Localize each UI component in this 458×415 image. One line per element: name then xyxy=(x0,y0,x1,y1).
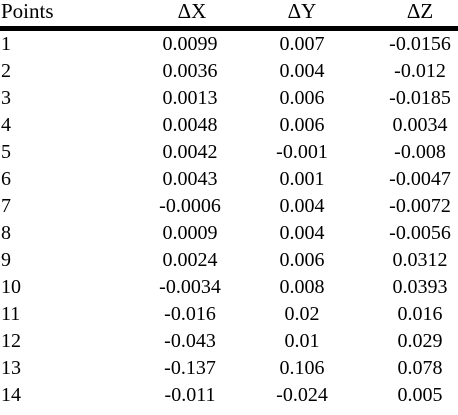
header-rule xyxy=(0,26,458,31)
cell-delta-z: 0.078 xyxy=(397,357,443,379)
cell-point: 5 xyxy=(1,141,11,163)
cell-delta-y: 0.001 xyxy=(279,168,325,190)
data-table: Points ΔX ΔY ΔZ 1 0.0099 0.007 -0.0156 2 0.00… xyxy=(0,0,458,406)
cell-point: 13 xyxy=(1,357,21,379)
table-row: 1 0.0099 0.007 -0.0156 xyxy=(0,31,458,58)
cell-point: 10 xyxy=(1,276,21,298)
cell-delta-z: 0.0034 xyxy=(392,114,448,136)
cell-delta-x: 0.0009 xyxy=(162,222,218,244)
cell-point: 6 xyxy=(1,168,11,190)
header-delta-y: ΔY xyxy=(287,0,317,23)
cell-point: 11 xyxy=(1,303,21,325)
cell-delta-y: 0.006 xyxy=(279,87,325,109)
table-row: 8 0.0009 0.004 -0.0056 xyxy=(0,220,458,247)
cell-delta-z: 0.016 xyxy=(397,303,443,325)
cell-delta-x: 0.0036 xyxy=(162,60,218,82)
cell-delta-z: 0.0393 xyxy=(392,276,448,298)
table-row: 11 -0.016 0.02 0.016 xyxy=(0,301,458,328)
cell-delta-x: -0.043 xyxy=(164,330,216,352)
cell-delta-z: 0.005 xyxy=(397,384,443,406)
cell-delta-z: 0.029 xyxy=(397,330,443,352)
cell-delta-x: -0.0006 xyxy=(159,195,221,217)
table-row: 14 -0.011 -0.024 0.005 xyxy=(0,382,458,409)
cell-delta-z: 0.0312 xyxy=(392,249,448,271)
table-header: Points ΔX ΔY ΔZ xyxy=(0,0,458,26)
cell-delta-z: -0.0185 xyxy=(389,87,451,109)
cell-point: 7 xyxy=(1,195,11,217)
cell-delta-z: -0.0156 xyxy=(389,33,451,55)
cell-point: 3 xyxy=(1,87,11,109)
cell-point: 1 xyxy=(1,33,11,55)
header-delta-z: ΔZ xyxy=(406,0,434,23)
table-row: 5 0.0042 -0.001 -0.008 xyxy=(0,139,458,166)
cell-delta-y: 0.01 xyxy=(284,330,320,352)
cell-delta-z: -0.0047 xyxy=(389,168,451,190)
cell-delta-y: 0.02 xyxy=(284,303,320,325)
cell-delta-y: 0.004 xyxy=(279,195,325,217)
cell-delta-x: -0.137 xyxy=(164,357,216,379)
table-row: 10 -0.0034 0.008 0.0393 xyxy=(0,274,458,301)
cell-delta-z: -0.0072 xyxy=(389,195,451,217)
cell-delta-y: -0.001 xyxy=(276,141,328,163)
cell-delta-x: -0.011 xyxy=(164,384,216,406)
cell-delta-x: 0.0042 xyxy=(162,141,218,163)
cell-delta-x: -0.0034 xyxy=(159,276,221,298)
cell-delta-z: -0.012 xyxy=(394,60,446,82)
cell-delta-y: 0.008 xyxy=(279,276,325,298)
cell-delta-x: 0.0043 xyxy=(162,168,218,190)
table-row: 3 0.0013 0.006 -0.0185 xyxy=(0,85,458,112)
header-delta-x: ΔX xyxy=(177,0,207,23)
cell-point: 14 xyxy=(1,384,21,406)
table-row: 9 0.0024 0.006 0.0312 xyxy=(0,247,458,274)
cell-point: 8 xyxy=(1,222,11,244)
table-row: 13 -0.137 0.106 0.078 xyxy=(0,355,458,382)
cell-delta-y: 0.006 xyxy=(279,114,325,136)
cell-point: 9 xyxy=(1,249,11,271)
cell-delta-x: 0.0099 xyxy=(162,33,218,55)
table-row: 4 0.0048 0.006 0.0034 xyxy=(0,112,458,139)
cell-point: 2 xyxy=(1,60,11,82)
cell-point: 12 xyxy=(1,330,21,352)
cell-delta-y: 0.004 xyxy=(279,60,325,82)
header-points: Points xyxy=(1,0,54,23)
cell-delta-y: -0.024 xyxy=(276,384,328,406)
cell-delta-x: 0.0048 xyxy=(162,114,218,136)
cell-delta-y: 0.004 xyxy=(279,222,325,244)
table-row: 12 -0.043 0.01 0.029 xyxy=(0,328,458,355)
cell-delta-y: 0.007 xyxy=(279,33,325,55)
cell-delta-z: -0.008 xyxy=(394,141,446,163)
cell-delta-y: 0.006 xyxy=(279,249,325,271)
table-body: 1 0.0099 0.007 -0.0156 2 0.0036 0.004 -0.012 3 0.… xyxy=(0,31,458,409)
cell-delta-x: 0.0024 xyxy=(162,249,218,271)
table-row: 2 0.0036 0.004 -0.012 xyxy=(0,58,458,85)
table-row: 7 -0.0006 0.004 -0.0072 xyxy=(0,193,458,220)
table-row: 6 0.0043 0.001 -0.0047 xyxy=(0,166,458,193)
cell-delta-x: -0.016 xyxy=(164,303,216,325)
cell-point: 4 xyxy=(1,114,11,136)
cell-delta-x: 0.0013 xyxy=(162,87,218,109)
cell-delta-y: 0.106 xyxy=(279,357,325,379)
cell-delta-z: -0.0056 xyxy=(389,222,451,244)
